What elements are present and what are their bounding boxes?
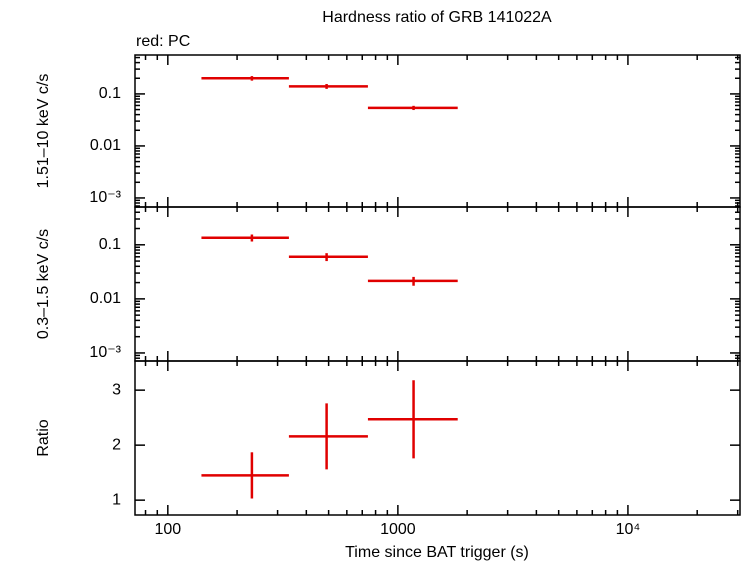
x-tick-label: 1000 — [380, 521, 416, 538]
y-tick-label: 10⁻³ — [89, 344, 121, 361]
subtitle: red: PC — [136, 33, 190, 50]
x-tick-label: 100 — [154, 521, 181, 538]
y-tick-label: 0.01 — [90, 290, 121, 307]
y-tick-label: 10⁻³ — [89, 189, 121, 206]
y-tick-label: 3 — [112, 381, 121, 398]
y-tick-label: 0.1 — [99, 85, 121, 102]
chart-title: Hardness ratio of GRB 141022A — [322, 9, 552, 26]
y-tick-label: 0.01 — [90, 137, 121, 154]
y-tick-label: 0.1 — [99, 236, 121, 253]
panel-frame — [134, 360, 741, 516]
y-tick-label: 1 — [112, 491, 121, 508]
y-tick-label: 2 — [112, 436, 121, 453]
panel-frame — [134, 206, 741, 362]
y-axis-label: 1.51–10 keV c/s — [35, 74, 52, 189]
x-axis-label: Time since BAT trigger (s) — [345, 544, 529, 561]
x-tick-label: 10⁴ — [616, 521, 641, 538]
y-axis-label: 0.3–1.5 keV c/s — [35, 229, 52, 339]
y-axis-label: Ratio — [35, 419, 52, 456]
